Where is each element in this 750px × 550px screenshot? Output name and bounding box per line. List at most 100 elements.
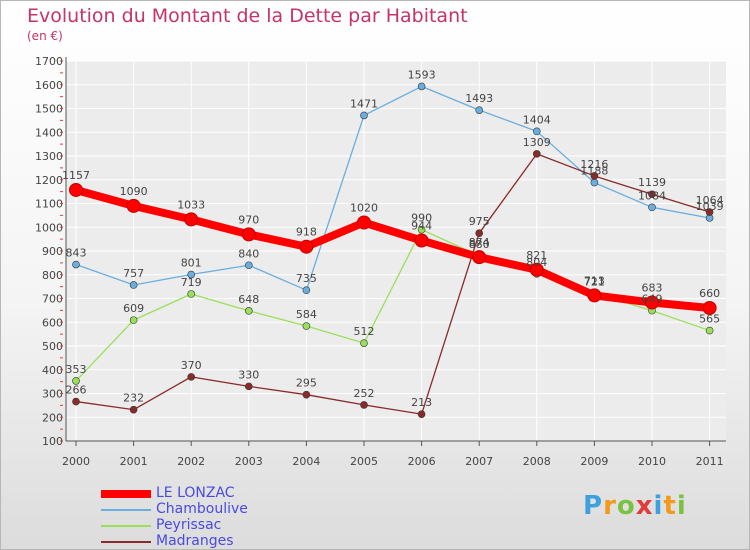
data-point [245,261,253,270]
data-label: 252 [354,387,375,400]
data-label: 874 [469,236,490,249]
data-point [414,233,429,248]
data-point [245,307,253,315]
data-point [475,229,484,237]
x-tick-label: 2007 [465,455,493,468]
data-point [360,339,368,347]
y-tick-label: 400 [42,364,63,377]
legend-swatch [101,525,151,527]
data-label: 801 [181,257,202,270]
y-tick-label: 1000 [35,221,63,234]
data-label: 232 [123,392,144,405]
data-label: 1493 [465,92,493,105]
data-label: 370 [181,359,202,372]
data-point [417,410,426,418]
y-tick-label: 100 [42,435,63,448]
data-label: 213 [411,396,432,409]
data-label: 660 [699,287,720,300]
data-point [129,405,138,414]
x-tick-label: 2008 [523,455,551,468]
data-point [532,127,541,136]
data-label: 565 [699,313,720,326]
y-tick-label: 600 [42,316,63,329]
data-label: 1020 [350,202,378,215]
x-tick-label: 2001 [120,455,148,468]
data-label: 990 [411,212,432,225]
y-tick-label: 800 [42,269,63,282]
data-label: 1188 [580,165,608,178]
data-point [472,250,487,265]
legend-swatch [101,490,151,498]
data-point [357,215,371,230]
data-point [529,262,544,277]
data-label: 843 [66,247,87,260]
data-label: 353 [66,363,87,376]
data-point [187,270,195,279]
data-label: 880 [469,238,490,251]
data-label: 918 [296,226,317,239]
data-point [587,288,602,303]
data-point [72,260,80,269]
x-tick-label: 2003 [235,455,263,468]
data-label: 648 [238,293,259,306]
legend-label: LE LONZAC [156,485,235,501]
proxiti-logo: Proxiti [583,491,687,521]
data-point [245,382,253,391]
x-tick-label: 2010 [638,455,666,468]
x-tick-label: 2005 [350,455,378,468]
y-tick-label: 700 [42,293,63,306]
y-tick-label: 900 [42,245,63,258]
x-tick-label: 2006 [408,455,436,468]
data-label: 295 [296,377,317,390]
x-tick-label: 2009 [580,455,608,468]
data-label: 512 [354,325,375,338]
data-point [72,397,80,406]
legend-swatch [101,509,151,511]
data-label: 713 [584,274,605,287]
data-point [417,82,426,91]
data-point [648,190,656,199]
y-tick-label: 1200 [35,174,63,187]
data-point [187,373,195,381]
data-label: 840 [238,247,259,260]
data-label: 757 [123,267,144,280]
data-label: 330 [238,368,259,381]
data-label: 1084 [638,189,666,202]
data-label: 1216 [580,158,608,171]
data-label: 1139 [638,176,666,189]
data-point [302,286,311,294]
data-label: 1064 [696,194,724,207]
data-point [705,208,714,216]
data-point [705,326,714,335]
data-label: 944 [411,220,432,233]
data-label: 1157 [62,169,90,182]
legend-label: Chamboulive [156,501,248,517]
data-point [299,239,314,254]
y-tick-label: 300 [42,388,63,401]
y-tick-label: 1500 [35,103,63,116]
data-label: 683 [642,282,663,295]
legend-label: Peyrissac [156,517,222,533]
data-label: 1404 [523,113,551,126]
data-point [702,301,717,315]
x-tick-label: 2011 [696,455,724,468]
data-label: 1309 [523,136,551,149]
data-point [360,111,368,120]
x-tick-label: 2002 [177,455,205,468]
data-point [302,390,311,399]
data-point [129,281,138,289]
data-label: 584 [296,308,317,321]
data-point [590,172,599,180]
data-label: 804 [526,256,547,269]
x-tick-label: 2000 [62,455,90,468]
data-point [417,225,426,234]
data-label: 1039 [696,200,724,213]
chart-title: Evolution du Montant de la Dette par Hab… [27,5,468,27]
series-line-le-lonzac [72,185,714,312]
data-label: 1593 [408,68,436,81]
data-point [126,198,141,213]
data-label: 721 [584,276,605,289]
data-label: 1090 [120,185,148,198]
data-label: 821 [526,249,547,262]
